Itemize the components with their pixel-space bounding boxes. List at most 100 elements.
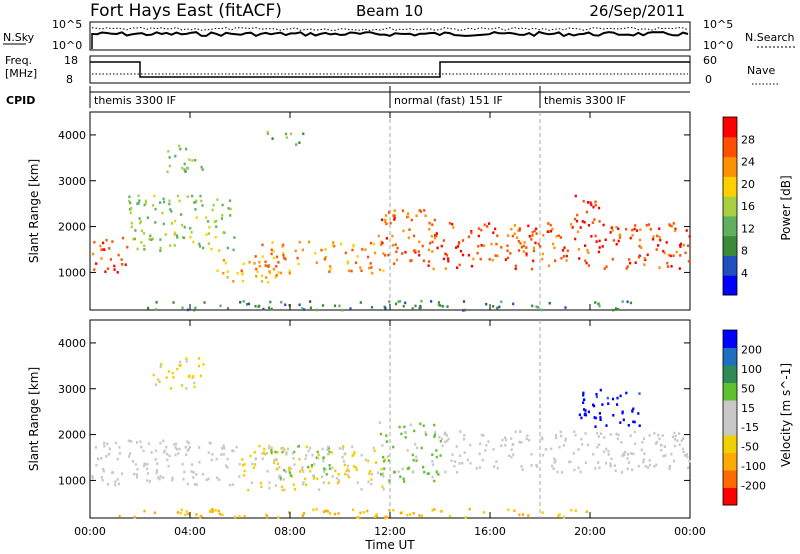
scatter-cell — [134, 463, 137, 466]
scatter-cell — [626, 467, 629, 471]
scatter-cell — [383, 458, 387, 462]
scatter-cell — [154, 207, 157, 211]
scatter-cell — [152, 204, 155, 207]
scatter-cell — [413, 429, 416, 433]
scatter-cell — [597, 435, 600, 438]
scatter-cell — [226, 457, 229, 461]
scatter-cell — [549, 223, 552, 227]
scatter-cell — [685, 229, 688, 232]
scatter-cell — [273, 461, 276, 465]
scatter-cell — [609, 462, 612, 465]
scatter-cell — [265, 451, 269, 455]
scatter-cell — [395, 258, 399, 262]
scatter-cell — [388, 300, 391, 303]
scatter-cell — [621, 454, 624, 458]
scatter-cell — [207, 242, 210, 245]
scatter-cell — [655, 463, 658, 467]
scatter-cell — [298, 141, 301, 144]
scatter-cell — [382, 475, 385, 478]
scatter-cell — [518, 249, 521, 252]
scatter-cell — [432, 267, 435, 271]
scatter-cell — [594, 200, 597, 204]
scatter-cell — [610, 457, 613, 461]
scatter-cell — [494, 254, 497, 257]
scatter-cell — [431, 460, 434, 463]
scatter-cell — [325, 473, 328, 476]
scatter-cell — [607, 402, 610, 405]
scatter-cell — [270, 446, 273, 450]
scatter-cell — [99, 244, 102, 248]
scatter-cell — [179, 511, 182, 515]
scatter-cell — [401, 467, 404, 471]
scatter-cell — [644, 464, 647, 468]
scatter-cell — [179, 364, 182, 367]
scatter-cell — [646, 253, 649, 257]
scatter-cell — [585, 261, 588, 265]
scatter-cell — [180, 223, 184, 227]
scatter-cell — [323, 467, 326, 471]
scatter-cell — [165, 445, 168, 449]
power-y-axis: 1000 2000 3000 4000 — [58, 129, 690, 279]
scatter-cell — [174, 453, 177, 457]
scatter-cell — [389, 221, 392, 225]
scatter-cell — [647, 466, 650, 469]
scatter-cell — [140, 445, 143, 449]
scatter-cell — [685, 453, 688, 456]
scatter-cell — [320, 248, 323, 252]
scatter-cell — [418, 514, 421, 517]
scatter-cell — [140, 229, 144, 233]
scatter-cell — [271, 241, 274, 244]
scatter-cell — [433, 236, 437, 240]
scatter-cell — [446, 305, 449, 308]
scatter-cell — [509, 252, 512, 255]
scatter-cell — [269, 300, 272, 304]
scatter-cell — [180, 508, 183, 512]
scatter-cell — [665, 241, 668, 244]
scatter-cell — [305, 454, 308, 457]
scatter-cell — [407, 466, 410, 470]
scatter-cell — [402, 229, 405, 233]
scatter-cell — [510, 437, 513, 440]
scatter-cell — [126, 245, 129, 249]
scatter-cell — [598, 443, 601, 446]
scatter-cell — [174, 154, 177, 158]
scatter-cell — [418, 240, 421, 244]
scatter-cell — [578, 257, 581, 260]
scatter-cell — [218, 512, 221, 516]
scatter-cell — [104, 270, 107, 273]
scatter-cell — [591, 221, 594, 224]
scatter-cell — [496, 466, 499, 470]
scatter-cell — [231, 483, 234, 486]
scatter-cell — [663, 251, 666, 255]
power-panel: 1000 2000 3000 4000 Slant Range [km] 4 8 12 16… — [27, 111, 793, 312]
scatter-cell — [648, 434, 651, 437]
scatter-cell — [236, 272, 239, 275]
scatter-cell — [618, 234, 621, 237]
scatter-cell — [436, 246, 439, 250]
scatter-cell — [235, 445, 238, 449]
scatter-cell — [174, 231, 177, 234]
scatter-cell — [117, 253, 120, 257]
scatter-cell — [632, 420, 635, 424]
scatter-cell — [184, 170, 187, 173]
scatter-cell — [261, 457, 264, 461]
scatter-cell — [277, 516, 280, 519]
scatter-cell — [229, 207, 232, 211]
scatter-cell — [569, 460, 572, 464]
scatter-cell — [293, 450, 296, 454]
scatter-cell — [653, 465, 656, 468]
scatter-cell — [640, 246, 643, 250]
scatter-cell — [247, 488, 250, 492]
scatter-cell — [264, 452, 267, 456]
scatter-cell — [214, 235, 217, 239]
scatter-cell — [102, 467, 105, 471]
scatter-cell — [324, 468, 327, 471]
scatter-cell — [241, 272, 244, 276]
scatter-cell — [131, 460, 135, 463]
scatter-cell — [185, 357, 188, 360]
scatter-cell — [258, 264, 261, 268]
scatter-cell — [143, 248, 146, 251]
scatter-cell — [578, 413, 581, 417]
colorbar-tick-label: 8 — [741, 245, 748, 258]
